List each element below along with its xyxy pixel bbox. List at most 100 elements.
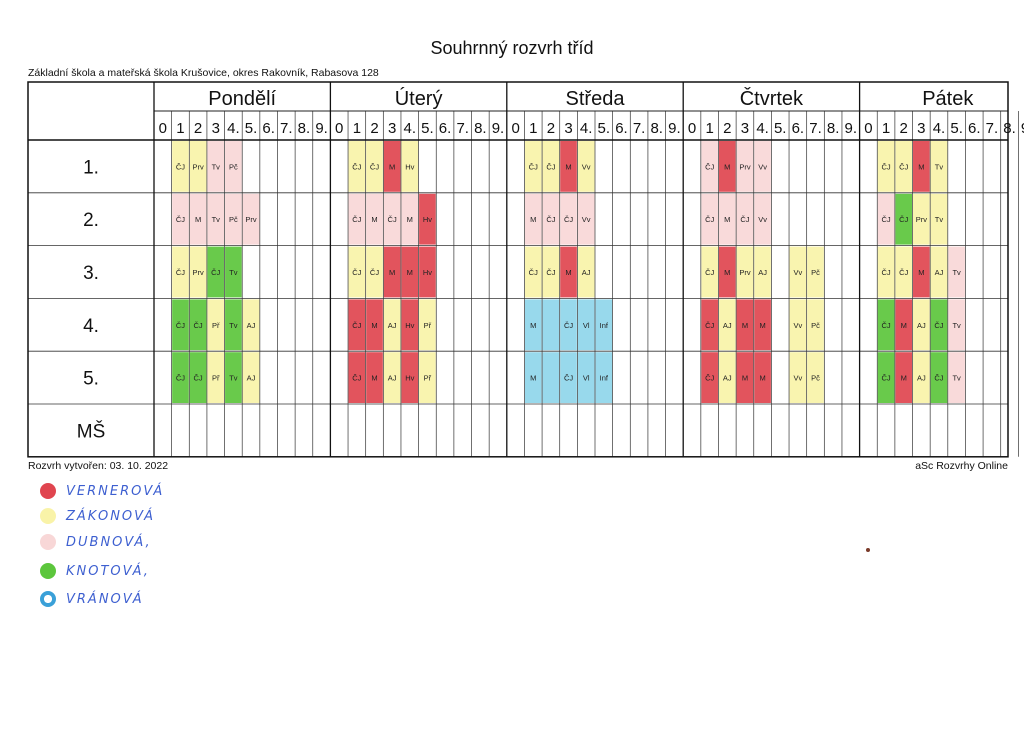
lesson-cell bbox=[172, 352, 189, 403]
lesson-cell bbox=[172, 299, 189, 351]
lesson-subject: ČJ bbox=[546, 162, 555, 171]
period-number: 5. bbox=[421, 120, 434, 137]
period-number: 0 bbox=[688, 120, 696, 137]
lesson-cell bbox=[595, 299, 613, 351]
lesson-cell bbox=[754, 193, 771, 245]
period-number: 4. bbox=[227, 120, 240, 137]
period-number: 3 bbox=[741, 120, 749, 137]
lesson-cell bbox=[401, 141, 419, 192]
lesson-cell bbox=[577, 141, 595, 192]
period-number: 6. bbox=[615, 120, 628, 137]
lesson-subject: Tv bbox=[229, 268, 238, 277]
lesson-subject: ČJ bbox=[176, 321, 185, 330]
lesson-subject: Prv bbox=[245, 215, 257, 224]
period-number: 0 bbox=[335, 120, 343, 137]
period-number: 3 bbox=[917, 120, 925, 137]
lesson-cell bbox=[207, 193, 225, 245]
lesson-subject: Pč bbox=[811, 268, 820, 277]
lesson-subject: Tv bbox=[935, 162, 944, 171]
lesson-subject: Tv bbox=[229, 374, 238, 383]
lesson-cell bbox=[383, 193, 401, 245]
lesson-subject: M bbox=[724, 268, 730, 277]
lesson-cell bbox=[948, 246, 965, 298]
period-number: 9. bbox=[845, 120, 858, 137]
lesson-cell bbox=[895, 246, 913, 298]
lesson-subject: ČJ bbox=[529, 162, 538, 171]
lesson-cell bbox=[225, 299, 242, 351]
lesson-subject: Tv bbox=[952, 321, 961, 330]
lesson-cell bbox=[577, 246, 595, 298]
lesson-cell bbox=[207, 352, 225, 403]
lesson-cell bbox=[701, 193, 718, 245]
period-number: 7. bbox=[986, 120, 999, 137]
period-number: 7. bbox=[456, 120, 469, 137]
lesson-subject: ČJ bbox=[370, 162, 379, 171]
lesson-cell bbox=[895, 299, 913, 351]
lesson-cell bbox=[524, 352, 542, 403]
lesson-subject: Tv bbox=[935, 215, 944, 224]
lesson-subject: ČJ bbox=[705, 374, 714, 383]
lesson-subject: Pč bbox=[811, 321, 820, 330]
lesson-subject: Inf bbox=[600, 321, 609, 330]
lesson-subject: Inf bbox=[600, 374, 609, 383]
lesson-subject: Prv bbox=[739, 268, 751, 277]
period-number: 5. bbox=[774, 120, 787, 137]
lesson-subject: M bbox=[918, 268, 924, 277]
teacher-name: KNOTOVÁ, bbox=[66, 563, 150, 579]
lesson-cell bbox=[225, 352, 242, 403]
period-number: 9. bbox=[492, 120, 505, 137]
color-swatch-icon bbox=[40, 591, 56, 607]
lesson-cell bbox=[701, 352, 718, 403]
lesson-cell bbox=[718, 246, 736, 298]
lesson-cell bbox=[877, 246, 895, 298]
legend-item: VRÁNOVÁ bbox=[40, 588, 144, 610]
lesson-cell bbox=[701, 299, 718, 351]
lesson-subject: Pč bbox=[229, 215, 238, 224]
lesson-cell bbox=[877, 299, 895, 351]
class-row-label: 5. bbox=[83, 369, 99, 390]
lesson-subject: ČJ bbox=[899, 215, 908, 224]
lesson-cell bbox=[789, 352, 807, 403]
lesson-subject: Př bbox=[212, 374, 220, 383]
lesson-cell bbox=[401, 299, 419, 351]
lesson-cell bbox=[913, 246, 930, 298]
lesson-cell bbox=[189, 352, 207, 403]
lesson-cell bbox=[789, 299, 807, 351]
lesson-cell bbox=[736, 352, 754, 403]
lesson-subject: M bbox=[901, 374, 907, 383]
lesson-cell bbox=[242, 352, 260, 403]
lesson-subject: ČJ bbox=[546, 268, 555, 277]
legend-item: VERNEROVÁ bbox=[40, 480, 164, 502]
period-number: 4. bbox=[756, 120, 769, 137]
lesson-cell bbox=[207, 246, 225, 298]
lesson-cell bbox=[225, 141, 242, 192]
lesson-subject: Vv bbox=[582, 162, 591, 171]
lesson-subject: ČJ bbox=[881, 215, 890, 224]
lesson-cell bbox=[718, 193, 736, 245]
period-number: 9. bbox=[1021, 120, 1024, 137]
lesson-cell bbox=[754, 141, 771, 192]
lesson-subject: ČJ bbox=[705, 268, 714, 277]
lesson-cell bbox=[383, 141, 401, 192]
lesson-subject: AJ bbox=[247, 374, 256, 383]
period-number: 3 bbox=[388, 120, 396, 137]
color-swatch-icon bbox=[40, 534, 56, 550]
period-number: 6. bbox=[968, 120, 981, 137]
period-number: 1 bbox=[529, 120, 537, 137]
lesson-cell bbox=[225, 193, 242, 245]
lesson-subject: AJ bbox=[917, 321, 926, 330]
lesson-cell bbox=[524, 193, 542, 245]
lesson-cell bbox=[189, 299, 207, 351]
period-number: 7. bbox=[809, 120, 822, 137]
lesson-cell bbox=[913, 299, 930, 351]
lesson-cell bbox=[383, 352, 401, 403]
lesson-subject: AJ bbox=[247, 321, 256, 330]
lesson-cell bbox=[383, 246, 401, 298]
lesson-cell bbox=[366, 193, 383, 245]
lesson-cell bbox=[542, 246, 560, 298]
lesson-cell bbox=[542, 299, 560, 351]
lesson-cell bbox=[348, 141, 366, 192]
lesson-subject: M bbox=[371, 321, 377, 330]
lesson-cell bbox=[913, 141, 930, 192]
lesson-subject: ČJ bbox=[194, 374, 203, 383]
